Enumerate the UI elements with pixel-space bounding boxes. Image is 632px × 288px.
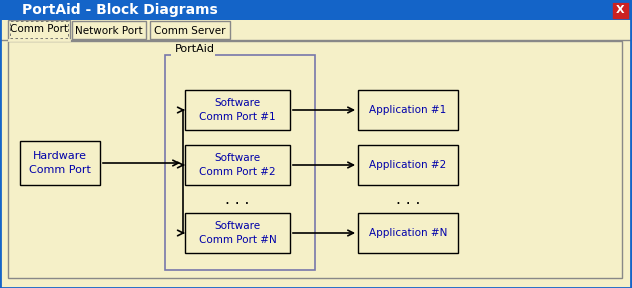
Text: . . .: . . . [226, 192, 250, 206]
Bar [10, 21, 68, 38]
Bar [20, 141, 100, 185]
Text: Application #N: Application #N [369, 228, 447, 238]
Bar [165, 55, 315, 270]
Text: Network Port: Network Port [75, 26, 143, 35]
Text: Application #2: Application #2 [369, 160, 447, 170]
Text: . . .: . . . [396, 192, 420, 206]
Bar [358, 145, 458, 185]
Bar [1, 20, 631, 40]
Bar [185, 213, 290, 253]
Text: PortAid: PortAid [175, 44, 215, 54]
Bar [358, 213, 458, 253]
Bar [8, 41, 622, 278]
Bar [8, 20, 70, 40]
Text: Comm Port: Comm Port [10, 24, 68, 35]
Text: Hardware
Comm Port: Hardware Comm Port [29, 151, 91, 175]
Text: Comm Server: Comm Server [154, 26, 226, 35]
Text: PortAid - Block Diagrams: PortAid - Block Diagrams [22, 3, 218, 17]
Text: Software
Comm Port #2: Software Comm Port #2 [199, 154, 276, 177]
Bar [0, 0, 632, 20]
Bar [358, 90, 458, 130]
Text: Software
Comm Port #N: Software Comm Port #N [198, 221, 276, 245]
Text: Software
Comm Port #1: Software Comm Port #1 [199, 98, 276, 122]
Bar [185, 90, 290, 130]
Text: X: X [616, 5, 625, 15]
Text: Application #1: Application #1 [369, 105, 447, 115]
Bar [150, 21, 230, 39]
Bar [613, 2, 628, 18]
Bar [185, 145, 290, 185]
Bar [171, 52, 215, 62]
Bar [72, 21, 146, 39]
